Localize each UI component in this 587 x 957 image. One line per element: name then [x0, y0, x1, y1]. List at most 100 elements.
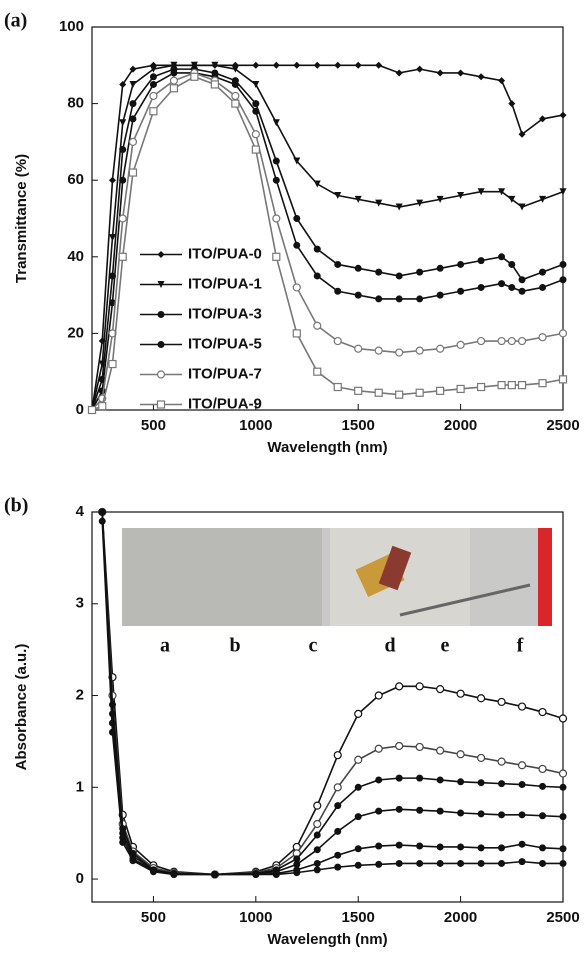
- marker: [538, 707, 547, 717]
- marker: [416, 65, 424, 73]
- marker: [334, 827, 342, 835]
- marker: [118, 252, 127, 261]
- series-line: [91, 68, 564, 411]
- marker: [293, 869, 301, 877]
- marker: [211, 870, 219, 878]
- panel-label: (a): [4, 10, 27, 32]
- marker: [354, 344, 363, 353]
- y-tick-label: 20: [67, 324, 84, 341]
- marker: [498, 77, 506, 85]
- marker: [498, 280, 506, 288]
- marker: [456, 750, 465, 759]
- marker: [559, 859, 567, 867]
- marker: [436, 264, 444, 272]
- series-line: [91, 64, 564, 411]
- marker: [354, 709, 363, 718]
- marker: [558, 375, 568, 384]
- marker: [436, 807, 444, 815]
- marker: [354, 386, 363, 395]
- marker: [149, 107, 158, 116]
- marker: [149, 80, 157, 88]
- marker: [456, 689, 465, 698]
- marker: [395, 841, 403, 849]
- marker: [457, 809, 465, 817]
- marker: [334, 287, 342, 295]
- marker: [395, 774, 403, 782]
- marker: [375, 842, 383, 850]
- y-tick-label: 0: [76, 401, 84, 418]
- inset-label: a: [160, 635, 170, 657]
- marker: [539, 782, 547, 790]
- marker: [375, 807, 383, 815]
- marker: [517, 336, 527, 346]
- marker: [395, 295, 403, 303]
- marker: [334, 802, 342, 810]
- marker: [559, 845, 567, 853]
- marker: [559, 783, 567, 791]
- marker: [108, 728, 116, 736]
- marker: [539, 283, 547, 291]
- marker: [518, 203, 526, 211]
- x-tick-label: 500: [141, 417, 166, 434]
- marker: [498, 188, 506, 196]
- marker: [313, 272, 321, 280]
- marker: [374, 744, 383, 753]
- marker: [559, 111, 567, 119]
- y-tick-label: 3: [76, 595, 84, 612]
- marker: [149, 91, 158, 101]
- legend-marker: [157, 251, 165, 258]
- marker: [313, 801, 322, 810]
- legend-marker: [157, 341, 165, 348]
- marker: [436, 69, 444, 77]
- marker: [313, 846, 321, 854]
- marker: [498, 844, 506, 852]
- marker: [98, 517, 106, 525]
- y-tick-label: 0: [76, 870, 84, 887]
- y-tick-label: 2: [76, 686, 84, 703]
- marker: [129, 857, 137, 865]
- legend-label: ITO/PUA-7: [188, 365, 262, 382]
- marker: [416, 842, 424, 850]
- y-tick-label: 100: [59, 18, 84, 35]
- marker: [231, 80, 239, 88]
- marker: [375, 295, 383, 303]
- marker: [190, 72, 199, 81]
- marker: [517, 761, 527, 770]
- marker: [252, 100, 260, 108]
- marker: [354, 783, 362, 791]
- marker: [210, 80, 219, 89]
- marker: [498, 780, 506, 788]
- y-axis-title: Absorbance (a.u.): [13, 644, 30, 771]
- marker: [272, 252, 281, 261]
- marker: [508, 260, 516, 268]
- marker: [476, 753, 486, 763]
- x-axis-title: Wavelength (nm): [267, 439, 387, 456]
- marker: [251, 130, 260, 139]
- marker: [498, 859, 506, 867]
- x-tick-label: 2000: [444, 909, 477, 926]
- x-axis-title: Wavelength (nm): [267, 931, 387, 948]
- marker: [518, 781, 526, 789]
- marker: [517, 702, 527, 711]
- y-tick-label: 40: [67, 248, 84, 265]
- marker: [333, 751, 342, 760]
- marker: [415, 388, 424, 397]
- marker: [498, 811, 506, 819]
- marker: [375, 860, 383, 868]
- marker: [477, 73, 485, 81]
- marker: [334, 863, 342, 871]
- inset-label: d: [384, 635, 395, 657]
- marker: [374, 346, 383, 355]
- legend-label: ITO/PUA-9: [188, 395, 262, 412]
- marker: [415, 742, 424, 752]
- marker: [169, 76, 179, 85]
- marker: [416, 199, 424, 207]
- marker: [395, 390, 404, 399]
- marker: [538, 333, 547, 342]
- marker: [436, 746, 445, 755]
- inset-label: e: [441, 635, 450, 657]
- marker: [129, 115, 137, 123]
- x-tick-label: 1500: [342, 417, 375, 434]
- inset-label: f: [517, 635, 524, 657]
- series-line: [91, 64, 564, 411]
